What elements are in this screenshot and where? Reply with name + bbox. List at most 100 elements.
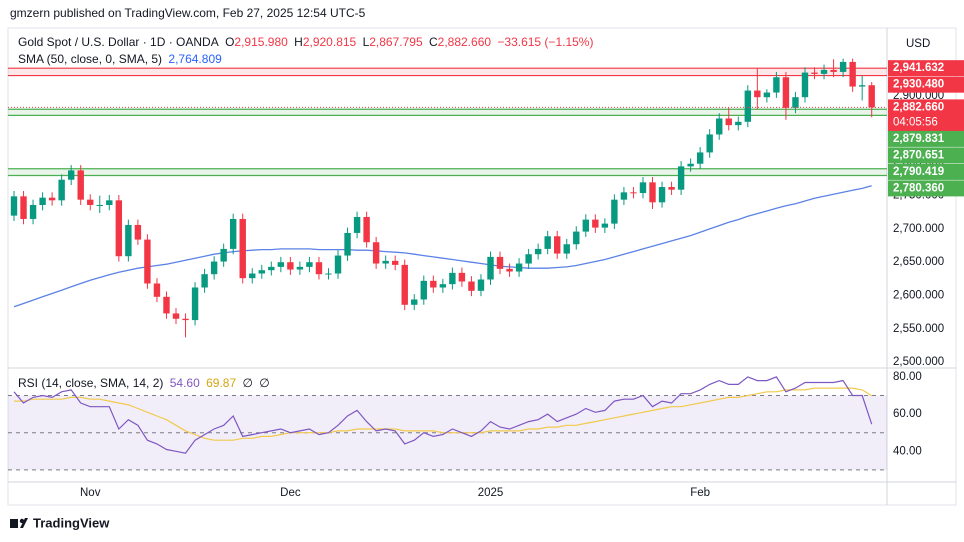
candle-body [296, 266, 304, 270]
candle-body [744, 90, 752, 122]
candle-body [716, 118, 723, 135]
y-tick-label: 2,550.000 [893, 323, 944, 335]
candle-body [287, 262, 294, 270]
price-label: 2,790.419 [893, 166, 944, 178]
candle-body [325, 273, 332, 275]
price-label-bg [888, 76, 964, 93]
candle-body [506, 268, 513, 272]
legend-rsi: RSI (14, close, SMA, 14, 2) 54.60 69.87 … [18, 376, 273, 390]
candle-body [163, 296, 170, 314]
price-label: 2,930.480 [893, 79, 944, 91]
rsi-tick-label: 60.00 [893, 408, 922, 420]
candle-body [29, 204, 37, 219]
candle-body [820, 69, 828, 74]
candle-body [449, 272, 456, 285]
candle-body [754, 90, 761, 98]
candle-body [115, 200, 123, 257]
candle-body [239, 218, 246, 279]
x-tick-label: 2025 [478, 487, 504, 499]
sma-name: SMA (50, close, 0, SMA, 5) [18, 52, 163, 66]
price-label-bg [888, 180, 964, 197]
candle-body [277, 262, 285, 267]
candle-body [563, 244, 570, 254]
rsi-line [13, 376, 873, 454]
candle-body [801, 72, 809, 98]
candle-body [153, 283, 161, 297]
candle-body [696, 152, 704, 164]
price-label: 2,780.360 [893, 182, 944, 194]
candle-body [839, 61, 847, 72]
c-value: 2,882.660 [437, 35, 492, 49]
candle-body [477, 279, 485, 291]
candle-body [315, 262, 323, 275]
candle-body [172, 313, 180, 319]
candle-body [77, 170, 84, 200]
price-label: 2,879.831 [893, 133, 945, 145]
zone-band [8, 68, 887, 76]
rsi-flag: ∅ [242, 376, 253, 390]
x-tick-label: Dec [280, 487, 301, 499]
price-label: 2,882.660 [893, 101, 944, 113]
y-tick-label: 2,600.000 [893, 290, 944, 302]
candle-body [725, 118, 732, 126]
candle-body [87, 199, 94, 205]
rsi-tick-label: 80.00 [893, 371, 922, 383]
l-key: L [362, 35, 370, 49]
candle-body [420, 280, 427, 300]
candle-body [573, 231, 580, 245]
zone-band [8, 168, 887, 176]
candle-body [763, 92, 771, 98]
price-label-bg [888, 99, 964, 132]
x-tick-label: Feb [690, 487, 710, 499]
candle-body [592, 219, 599, 228]
y-tick-label: 2,900.000 [893, 90, 944, 102]
candle-body [773, 77, 780, 93]
candle-body [677, 166, 685, 190]
price-label-bg [888, 163, 964, 180]
published: gmzern published on TradingView.com, Feb… [10, 6, 366, 20]
candle-body [144, 239, 151, 284]
symbol: Gold Spot / U.S. Dollar · 1D · OANDA [18, 35, 219, 49]
h-key: H [294, 35, 303, 49]
countdown: 04:05:56 [893, 116, 938, 128]
x-tick-label: Nov [80, 487, 101, 499]
candle-body [430, 280, 437, 288]
candle-body [191, 287, 199, 321]
y-tick-label: 2,650.000 [893, 256, 944, 268]
rsi-tick-label: 40.00 [893, 445, 922, 457]
zone-band [8, 109, 887, 116]
candle-body [229, 218, 237, 249]
candle-body [620, 192, 628, 200]
candle-body [306, 262, 313, 267]
candle-body [220, 248, 227, 262]
candle-body [611, 199, 618, 224]
l-value: 2,867.795 [369, 35, 423, 49]
candle-body [601, 223, 609, 228]
candle-body [411, 299, 418, 305]
candle-body [525, 254, 532, 264]
price-label: 2,941.632 [893, 62, 944, 74]
candle-body [268, 266, 275, 271]
rsi-ma-value: 69.87 [206, 376, 237, 390]
candle-body [630, 192, 637, 194]
candle-body [649, 182, 656, 203]
candle-body [210, 261, 218, 275]
y-tick-label: 2,500.000 [893, 356, 944, 368]
candle-body [372, 242, 380, 264]
rsi-ma-line [14, 387, 873, 441]
candle-body [782, 77, 790, 108]
candle-body [458, 272, 466, 282]
price-label-bg [888, 147, 964, 164]
candle-body [496, 256, 504, 269]
candle-body [658, 187, 666, 203]
candle-body [401, 264, 408, 305]
candle-body [363, 216, 370, 243]
change: −33.615 (−1.15%) [497, 35, 594, 49]
candle-body [201, 274, 208, 288]
frame [7, 27, 957, 506]
candle-body [735, 121, 742, 126]
sma-value: 2,764.809 [168, 52, 222, 66]
candle-body [382, 260, 389, 264]
